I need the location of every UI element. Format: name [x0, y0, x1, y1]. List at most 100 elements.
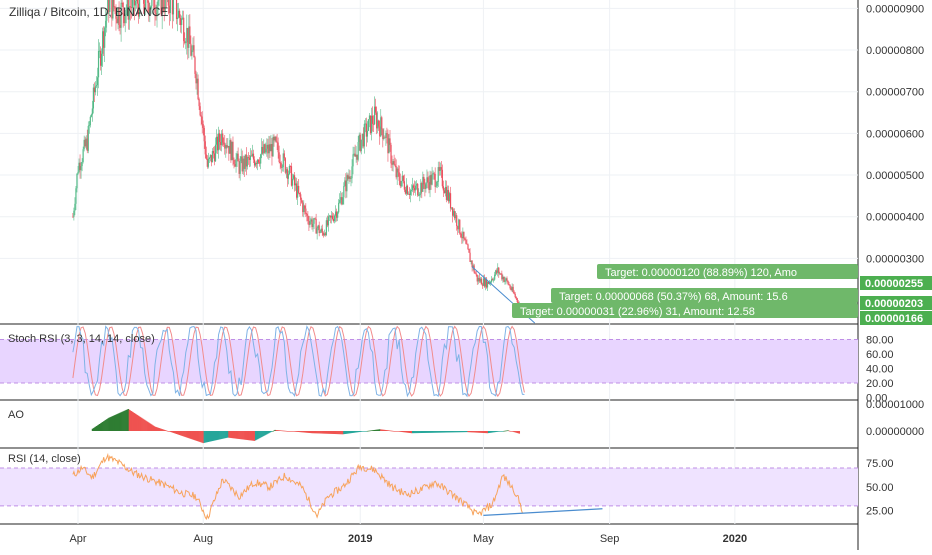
- candle-body: [301, 200, 302, 203]
- candle-body: [212, 151, 213, 162]
- candle-body: [262, 147, 263, 153]
- candle-body: [468, 249, 469, 253]
- candle-body: [347, 175, 348, 179]
- candle-body: [335, 212, 336, 216]
- candle-body: [461, 237, 462, 238]
- candle-body: [223, 143, 224, 145]
- ao-label: AO: [8, 409, 24, 421]
- candle-body: [180, 18, 181, 25]
- candle-body: [516, 297, 517, 298]
- stoch-rsi-label: Stoch RSI (3, 3, 14, 14, close): [8, 333, 155, 345]
- candle-body: [404, 181, 405, 189]
- candle-body: [463, 232, 464, 239]
- candle-body: [185, 42, 186, 43]
- candle-body: [238, 154, 239, 162]
- candle-body: [304, 206, 305, 209]
- candle-body: [321, 229, 322, 232]
- candle-body: [372, 116, 373, 124]
- candle-body: [73, 211, 74, 217]
- candle-body: [136, 0, 137, 1]
- candle-body: [289, 166, 290, 174]
- candle-body: [88, 126, 89, 151]
- candle-body: [105, 21, 106, 28]
- candle-body: [221, 134, 222, 146]
- candle-body: [233, 160, 234, 164]
- candle-body: [378, 121, 379, 127]
- candle-body: [80, 166, 81, 170]
- candle-body: [299, 193, 300, 194]
- candle-body: [491, 279, 492, 282]
- candle-body: [405, 190, 406, 194]
- candle-body: [246, 154, 247, 166]
- candle-body: [272, 137, 273, 156]
- candle-body: [329, 216, 330, 217]
- candle-body: [506, 278, 507, 281]
- time-tick-label: May: [473, 533, 494, 545]
- rsi-pane: [0, 455, 858, 519]
- candle-body: [350, 178, 351, 179]
- candle-body: [497, 268, 498, 273]
- candle-body: [209, 158, 210, 159]
- candle-body: [317, 228, 318, 233]
- target-label: Target: 0.00000120 (88.89%) 120, Amo: [605, 267, 797, 279]
- candle-body: [83, 149, 84, 162]
- candle-body: [431, 174, 432, 184]
- candle-body: [239, 161, 240, 174]
- candle-body: [326, 220, 327, 235]
- candle-body: [517, 298, 518, 302]
- candle-body: [188, 26, 189, 47]
- candle-body: [447, 190, 448, 200]
- candle-body: [195, 74, 196, 83]
- candle-body: [259, 162, 260, 163]
- candle-body: [383, 138, 384, 140]
- candle-body: [414, 188, 415, 191]
- candle-body: [395, 164, 396, 166]
- candle-body: [287, 169, 288, 179]
- candle-body: [217, 137, 218, 151]
- candle-body: [344, 180, 345, 186]
- candle-body: [397, 169, 398, 178]
- candle-body: [508, 284, 509, 285]
- target-label: Target: 0.00000068 (50.37%) 68, Amount: …: [559, 291, 788, 303]
- candle-body: [187, 28, 188, 48]
- candle-body: [493, 280, 494, 281]
- candle-body: [496, 270, 497, 272]
- candle-body: [76, 174, 77, 189]
- candle-body: [339, 200, 340, 203]
- stoch-tick-label: 80.00: [866, 335, 894, 347]
- candle-body: [441, 167, 442, 170]
- candle-body: [445, 187, 446, 193]
- candle-body: [507, 281, 508, 284]
- rsi-trendline: [483, 509, 602, 516]
- candle-body: [267, 145, 268, 153]
- price-tag-label: 0.00000203: [865, 298, 923, 310]
- candle-body: [251, 156, 252, 157]
- candle-body: [94, 88, 95, 93]
- candle-body: [324, 233, 325, 235]
- candle-body: [78, 163, 79, 172]
- candle-body: [345, 180, 346, 191]
- candle-body: [499, 273, 500, 274]
- candle-body: [374, 107, 375, 125]
- target-annotations: Target: 0.00000120 (88.89%) 120, Amo Targ…: [512, 264, 858, 318]
- candle-body: [143, 0, 144, 4]
- candle-body: [387, 134, 388, 153]
- candle-body: [511, 288, 512, 290]
- candle-body: [509, 285, 510, 288]
- candle-body: [100, 51, 101, 66]
- candle-body: [311, 219, 312, 227]
- candle-body: [512, 287, 513, 290]
- candle-body: [313, 218, 314, 223]
- candle-body: [322, 229, 323, 233]
- candle-body: [514, 292, 515, 294]
- candle-body: [261, 147, 262, 154]
- candle-body: [116, 19, 117, 23]
- candle-body: [89, 125, 90, 126]
- candle-body: [228, 146, 229, 154]
- candle-body: [500, 273, 501, 274]
- candle-body: [325, 233, 326, 235]
- candle-body: [101, 54, 102, 66]
- candle-body: [452, 207, 453, 215]
- candle-body: [465, 240, 466, 244]
- candle-body: [192, 45, 193, 50]
